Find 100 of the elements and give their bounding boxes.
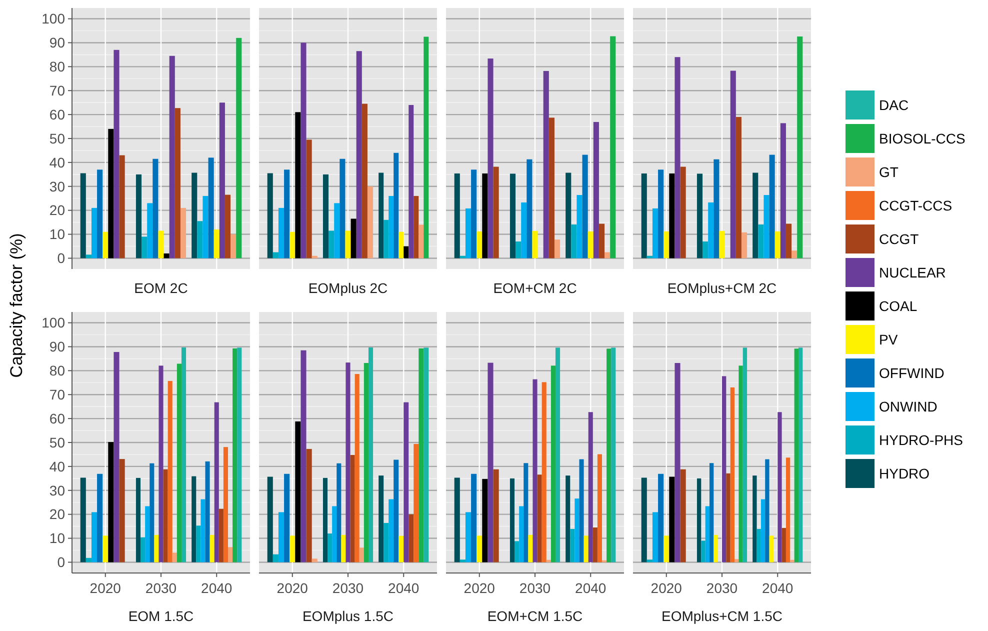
x-tick-label: 2020 (90, 580, 122, 596)
x-tick-label: 2040 (575, 580, 606, 596)
bar (172, 552, 177, 562)
bar (550, 366, 556, 562)
bar (378, 172, 384, 258)
x-tick-label: 2020 (650, 580, 682, 596)
y-tick-label: 30 (49, 482, 66, 498)
legend-label: OFFWIND (879, 364, 944, 381)
bar (794, 348, 798, 562)
bar (790, 560, 794, 562)
bar (108, 442, 114, 562)
bar (237, 348, 242, 562)
bar (524, 463, 528, 562)
bar (611, 348, 616, 562)
bar (278, 208, 284, 258)
bar (709, 463, 714, 562)
bar (738, 366, 743, 562)
y-tick-label: 40 (49, 154, 66, 170)
bar (588, 412, 593, 562)
bar (91, 512, 98, 562)
text: EOMplus+CM 1.5C (662, 608, 782, 624)
bar (145, 506, 150, 562)
legend-label: CCGT (879, 230, 920, 247)
bar (384, 220, 389, 258)
bar (424, 36, 429, 258)
x-tick-label: 2030 (332, 580, 364, 596)
x-tick-label: 2030 (519, 580, 551, 596)
bar (163, 469, 168, 562)
bar (460, 560, 466, 562)
bar (765, 459, 770, 562)
bar (388, 196, 394, 258)
bar (284, 170, 290, 258)
x-tick-label: 2040 (388, 580, 420, 596)
x-tick-label: 2030 (706, 580, 738, 596)
bar (510, 478, 515, 562)
y-tick-label: 30 (49, 178, 66, 194)
bar (669, 476, 675, 562)
bar (742, 348, 748, 562)
y-tick-label: 0 (57, 554, 66, 570)
bar (778, 412, 782, 562)
bar (786, 458, 790, 562)
bar (734, 559, 739, 562)
bar (752, 476, 757, 562)
bar (398, 232, 404, 258)
y-tick-label: 60 (49, 410, 66, 426)
bar (362, 104, 368, 258)
y-tick-label: 70 (49, 82, 66, 99)
bar (228, 547, 233, 562)
x-tick-label: 2040 (762, 580, 794, 596)
bar (176, 364, 182, 562)
x-tick-label: 2030 (145, 580, 177, 596)
y-tick-label: 90 (49, 34, 66, 51)
y-axis-title: Capacity factor (%) (7, 233, 26, 378)
legend-label: COAL (879, 298, 918, 314)
bar (606, 348, 612, 562)
bar (722, 376, 726, 562)
y-tick-label: 10 (49, 226, 66, 242)
y-tick-label: 0 (57, 250, 66, 266)
bar (592, 528, 598, 562)
bar (574, 498, 580, 562)
bar (701, 540, 706, 562)
text: EOM+CM 1.5C (487, 608, 583, 624)
bar (730, 387, 735, 562)
legend-label: ONWIND (879, 398, 938, 414)
legend-label: HYDRO-PHS (879, 432, 964, 448)
legend-label: BIOSOL-CCS (879, 130, 966, 146)
y-tick-label: 100 (42, 314, 66, 331)
bar (214, 402, 219, 562)
bar (205, 461, 210, 562)
bar (367, 186, 374, 258)
bar (223, 447, 228, 562)
x-tick-label: 2020 (276, 580, 308, 596)
bar (328, 230, 334, 258)
text: EOMplus 2C (308, 280, 388, 296)
bar (140, 537, 146, 562)
bar (394, 152, 399, 258)
legend-label: DAC (879, 96, 909, 113)
legend-label: NUCLEAR (879, 264, 946, 280)
y-tick-label: 20 (49, 506, 66, 522)
text: EOM 2C (134, 280, 188, 296)
bar (756, 528, 761, 562)
bar (584, 536, 588, 562)
bar (555, 348, 560, 562)
bar (218, 508, 224, 562)
bar (232, 348, 238, 562)
y-tick-label: 40 (49, 458, 66, 474)
bar (537, 474, 542, 562)
y-tick-label: 20 (49, 202, 66, 218)
y-tick-label: 80 (49, 362, 66, 379)
text: EOMplus 1.5C (302, 608, 394, 624)
bar (345, 230, 351, 258)
bar (154, 534, 159, 562)
y-tick-label: 10 (49, 530, 66, 546)
bar (798, 348, 803, 562)
bar (646, 560, 652, 562)
bar (356, 51, 362, 258)
bar (519, 506, 524, 562)
bar (454, 478, 460, 562)
bar (760, 499, 766, 562)
bar (482, 478, 488, 562)
